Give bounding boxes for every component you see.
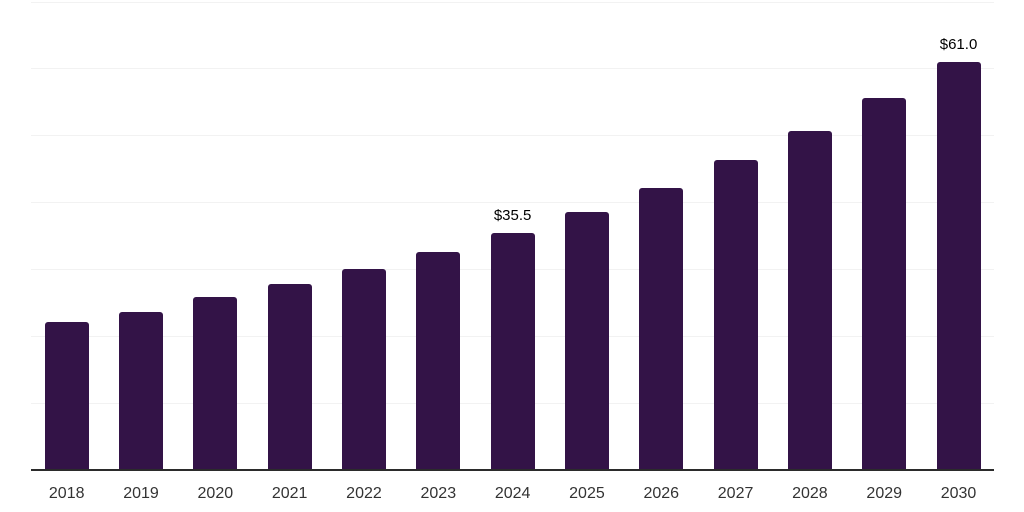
bar-2023: [416, 252, 461, 470]
x-tick-label-2030: 2030: [940, 485, 977, 502]
gridline-60: [31, 68, 994, 70]
bar-2020: [193, 296, 238, 470]
bar-2018: [44, 322, 89, 470]
bar-2028: [787, 131, 832, 470]
x-tick-label-2029: 2029: [866, 485, 903, 502]
x-tick-label-2019: 2019: [123, 485, 159, 502]
bar-2030: [936, 62, 981, 470]
bar-2021: [267, 284, 312, 470]
bar-2026: [639, 187, 684, 470]
x-tick-label-2021: 2021: [271, 485, 308, 502]
x-tick-label-2028: 2028: [792, 485, 828, 502]
x-tick-label-2022: 2022: [346, 485, 382, 502]
bar-2024: [490, 232, 535, 470]
x-tick-label-2027: 2027: [717, 485, 754, 502]
gridline-70: [31, 1, 994, 3]
x-axis-line: [31, 469, 994, 471]
x-tick-label-2026: 2026: [643, 485, 680, 502]
bar-2027: [713, 159, 758, 470]
data-label-2024: $35.5: [493, 206, 532, 224]
x-tick-label-2023: 2023: [420, 485, 457, 502]
bar-2029: [862, 97, 907, 470]
data-label-2030: $61.0: [939, 36, 978, 54]
bar-2025: [564, 211, 609, 470]
gridline-50: [31, 135, 994, 137]
bar-2019: [119, 311, 164, 470]
bar-2022: [341, 268, 386, 470]
x-tick-label-2020: 2020: [197, 485, 234, 502]
x-tick-label-2024: 2024: [494, 485, 531, 502]
x-tick-label-2018: 2018: [48, 485, 85, 502]
gridline-40: [31, 202, 994, 204]
x-tick-label-2025: 2025: [569, 485, 605, 502]
